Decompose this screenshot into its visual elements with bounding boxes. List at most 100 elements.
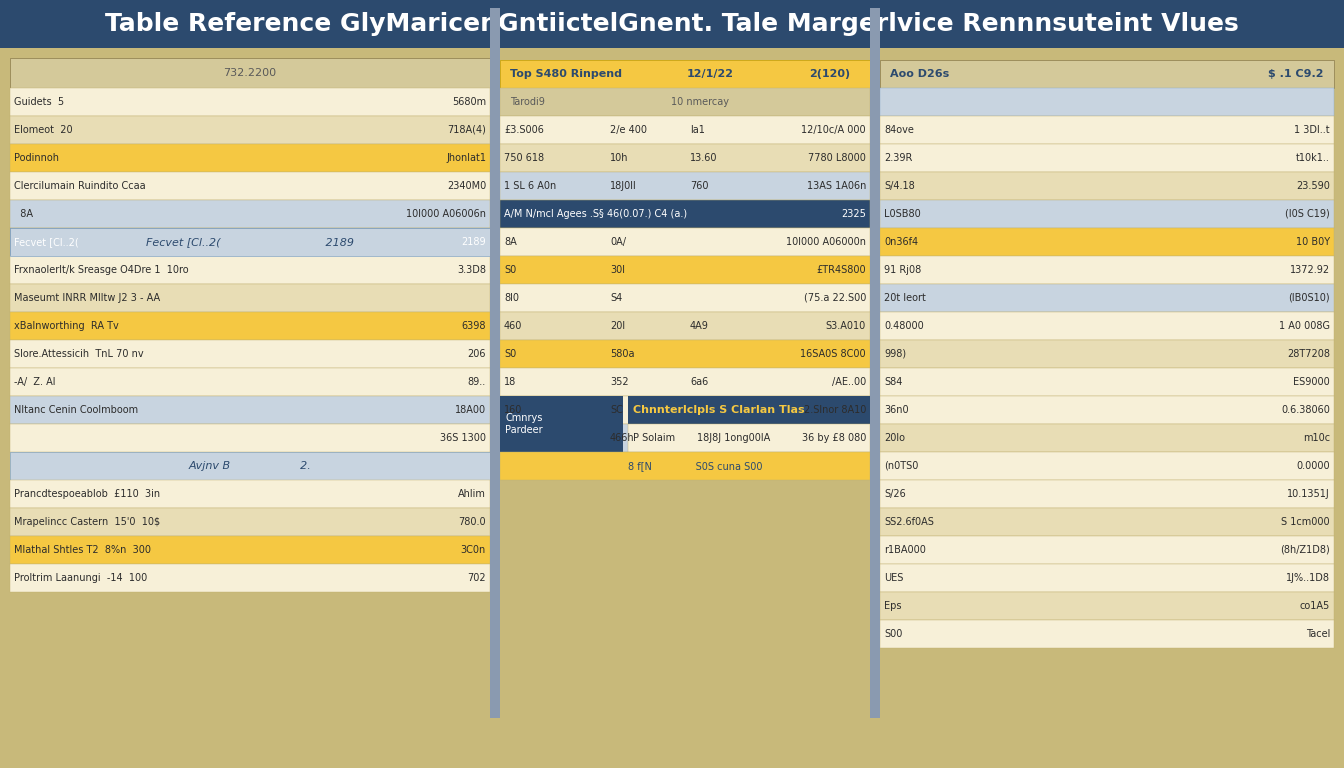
Text: 2325: 2325 bbox=[841, 209, 866, 219]
Text: 206: 206 bbox=[468, 349, 487, 359]
FancyBboxPatch shape bbox=[628, 396, 870, 424]
Text: 12/10c/A 000: 12/10c/A 000 bbox=[801, 125, 866, 135]
Text: A/M N/mcl Agees .S§ 46(0.07.) C4 (a.): A/M N/mcl Agees .S§ 46(0.07.) C4 (a.) bbox=[504, 209, 687, 219]
Text: 13AS 1A06n: 13AS 1A06n bbox=[806, 181, 866, 191]
Text: 13.60: 13.60 bbox=[689, 153, 718, 163]
Text: 3.3D8: 3.3D8 bbox=[457, 265, 487, 275]
Text: 1372.92: 1372.92 bbox=[1290, 265, 1331, 275]
Text: Mlathal Shtles T2  8%n  300: Mlathal Shtles T2 8%n 300 bbox=[13, 545, 151, 555]
Text: 89..: 89.. bbox=[468, 377, 487, 387]
Text: Eps: Eps bbox=[884, 601, 902, 611]
FancyBboxPatch shape bbox=[500, 340, 870, 368]
FancyBboxPatch shape bbox=[628, 424, 870, 452]
Text: 0A/: 0A/ bbox=[610, 237, 626, 247]
Text: SC: SC bbox=[610, 405, 622, 415]
FancyBboxPatch shape bbox=[9, 396, 491, 424]
Text: 5680m: 5680m bbox=[452, 97, 487, 107]
FancyBboxPatch shape bbox=[500, 144, 870, 172]
Text: 0.6.38060: 0.6.38060 bbox=[1281, 405, 1331, 415]
Text: 3C0n: 3C0n bbox=[461, 545, 487, 555]
Text: S4: S4 bbox=[610, 293, 622, 303]
Text: 0.0000: 0.0000 bbox=[1297, 461, 1331, 471]
Text: Top S480 Rinpend: Top S480 Rinpend bbox=[509, 69, 622, 79]
FancyBboxPatch shape bbox=[9, 116, 491, 144]
Text: S0: S0 bbox=[504, 265, 516, 275]
Text: Clercilumain Ruindito Ccaa: Clercilumain Ruindito Ccaa bbox=[13, 181, 152, 191]
FancyBboxPatch shape bbox=[880, 228, 1335, 256]
Text: SS2.6f0AS: SS2.6f0AS bbox=[884, 517, 934, 527]
FancyBboxPatch shape bbox=[500, 116, 870, 144]
Text: 466h: 466h bbox=[610, 433, 634, 443]
FancyBboxPatch shape bbox=[9, 88, 491, 116]
Text: 18A00: 18A00 bbox=[454, 405, 487, 415]
Text: 2(120): 2(120) bbox=[809, 69, 851, 79]
FancyBboxPatch shape bbox=[880, 144, 1335, 172]
Text: 2.Slnor 8A10: 2.Slnor 8A10 bbox=[804, 405, 866, 415]
Text: S/26: S/26 bbox=[884, 489, 906, 499]
FancyBboxPatch shape bbox=[880, 452, 1335, 480]
Text: 20t leort: 20t leort bbox=[884, 293, 926, 303]
Text: 36n0: 36n0 bbox=[884, 405, 909, 415]
Text: Aoo D26s: Aoo D26s bbox=[890, 69, 949, 79]
FancyBboxPatch shape bbox=[880, 620, 1335, 648]
Text: 1J%..1D8: 1J%..1D8 bbox=[1286, 573, 1331, 583]
Text: 30l: 30l bbox=[610, 265, 625, 275]
Text: 10l000 A06000n: 10l000 A06000n bbox=[786, 237, 866, 247]
Text: 0.48000: 0.48000 bbox=[884, 321, 923, 331]
FancyBboxPatch shape bbox=[9, 424, 491, 452]
FancyBboxPatch shape bbox=[500, 200, 870, 228]
Text: P Solaim       18J8J 1ong00lA: P Solaim 18J8J 1ong00lA bbox=[633, 433, 770, 443]
Text: 23.590: 23.590 bbox=[1296, 181, 1331, 191]
Text: Ahlim: Ahlim bbox=[458, 489, 487, 499]
FancyBboxPatch shape bbox=[9, 200, 491, 228]
FancyBboxPatch shape bbox=[9, 312, 491, 340]
FancyBboxPatch shape bbox=[880, 312, 1335, 340]
Text: 6398: 6398 bbox=[461, 321, 487, 331]
FancyBboxPatch shape bbox=[870, 8, 880, 718]
Text: (75.a 22.S00: (75.a 22.S00 bbox=[804, 293, 866, 303]
FancyBboxPatch shape bbox=[500, 88, 870, 116]
FancyBboxPatch shape bbox=[500, 228, 870, 256]
Text: 0n36f4: 0n36f4 bbox=[884, 237, 918, 247]
FancyBboxPatch shape bbox=[9, 228, 491, 256]
FancyBboxPatch shape bbox=[880, 172, 1335, 200]
Text: Tacel: Tacel bbox=[1305, 629, 1331, 639]
Text: Nltanc Cenin Coolmboom: Nltanc Cenin Coolmboom bbox=[13, 405, 144, 415]
FancyBboxPatch shape bbox=[9, 452, 491, 480]
FancyBboxPatch shape bbox=[9, 480, 491, 508]
Text: 12/1/22: 12/1/22 bbox=[687, 69, 734, 79]
Text: £TR4S800: £TR4S800 bbox=[816, 265, 866, 275]
Text: 352: 352 bbox=[610, 377, 629, 387]
Text: Podinnoh: Podinnoh bbox=[13, 153, 66, 163]
Text: 8A: 8A bbox=[13, 209, 34, 219]
Text: S84: S84 bbox=[884, 377, 902, 387]
Text: t10k1..: t10k1.. bbox=[1296, 153, 1331, 163]
Text: Mrapelincc Castern  15'0  10$: Mrapelincc Castern 15'0 10$ bbox=[13, 517, 160, 527]
Text: 91 Rj08: 91 Rj08 bbox=[884, 265, 921, 275]
Text: Guidets  5: Guidets 5 bbox=[13, 97, 65, 107]
Text: 718A(4): 718A(4) bbox=[448, 125, 487, 135]
Text: Slore.Attessicih  TnL 70 nv: Slore.Attessicih TnL 70 nv bbox=[13, 349, 144, 359]
FancyBboxPatch shape bbox=[500, 368, 870, 396]
Text: 7780 L8000: 7780 L8000 bbox=[808, 153, 866, 163]
FancyBboxPatch shape bbox=[880, 424, 1335, 452]
Text: 1 A0 008G: 1 A0 008G bbox=[1279, 321, 1331, 331]
Text: (n0TS0: (n0TS0 bbox=[884, 461, 918, 471]
Text: Fecvet [Cl..2(                              2189: Fecvet [Cl..2( 2189 bbox=[146, 237, 353, 247]
Text: 10 B0Y: 10 B0Y bbox=[1296, 237, 1331, 247]
Text: 732.2200: 732.2200 bbox=[223, 68, 277, 78]
FancyBboxPatch shape bbox=[9, 256, 491, 284]
Text: 4A9: 4A9 bbox=[689, 321, 708, 331]
Text: 10l000 A06006n: 10l000 A06006n bbox=[406, 209, 487, 219]
Text: (lB0S10): (lB0S10) bbox=[1289, 293, 1331, 303]
Text: 84ove: 84ove bbox=[884, 125, 914, 135]
Text: ES9000: ES9000 bbox=[1293, 377, 1331, 387]
Text: -A/  Z. Al: -A/ Z. Al bbox=[13, 377, 55, 387]
Text: (8h/Z1D8): (8h/Z1D8) bbox=[1281, 545, 1331, 555]
FancyBboxPatch shape bbox=[500, 424, 870, 452]
FancyBboxPatch shape bbox=[880, 88, 1335, 116]
FancyBboxPatch shape bbox=[880, 116, 1335, 144]
FancyBboxPatch shape bbox=[0, 0, 1344, 48]
Text: Fecvet [Cl..2(: Fecvet [Cl..2( bbox=[13, 237, 85, 247]
Text: 8 f[N              S0S cuna S00: 8 f[N S0S cuna S00 bbox=[628, 461, 762, 471]
